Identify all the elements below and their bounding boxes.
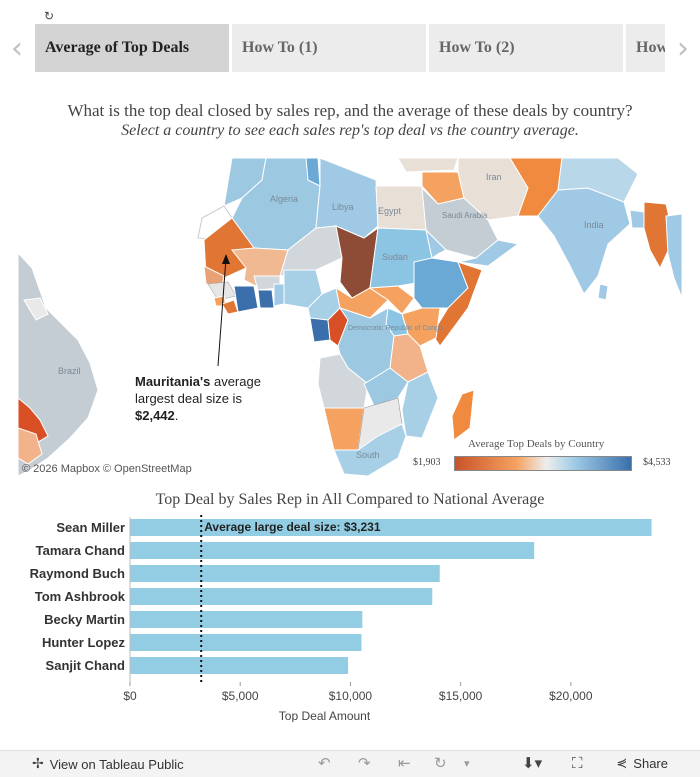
share-button[interactable]: ⋞ Share	[616, 756, 668, 771]
story-navigation: ‹ Average of Top Deals How To (1) How To…	[0, 24, 700, 72]
country-namibia[interactable]	[323, 407, 365, 451]
annotation-text-1: average	[213, 374, 261, 389]
bar-hunter-lopez[interactable]	[130, 634, 362, 651]
view-on-tableau-public-link[interactable]: ✢ View on Tableau Public	[32, 756, 184, 772]
bar-sean-miller[interactable]	[130, 519, 652, 536]
bar-becky-martin[interactable]	[130, 611, 363, 628]
x-tick-label: $20,000	[549, 689, 593, 703]
bar-tamara-chand[interactable]	[130, 542, 535, 559]
annotation-text-2: largest deal size is	[135, 391, 242, 406]
label-saudi-arabia: Saudi Arabia	[442, 211, 488, 220]
redo-icon[interactable]: ↷	[358, 754, 371, 772]
bar-chart-svg: Sean Miller Tamara Chand Raymond Buch Tom A…	[30, 515, 652, 722]
country-india[interactable]	[537, 187, 631, 295]
map-svg[interactable]: Algeria Libya Egypt Iran Saudi Arabia In…	[18, 158, 682, 478]
country-guyana[interactable]	[23, 297, 49, 321]
download-icon[interactable]: ⬇▾	[522, 754, 543, 772]
x-tick-label: $5,000	[222, 689, 259, 703]
country-bangladesh[interactable]	[629, 209, 645, 229]
x-axis-title: Top Deal Amount	[279, 709, 371, 722]
legend-title: Average Top Deals by Country	[468, 438, 605, 450]
rep-label: Raymond Buch	[30, 566, 125, 581]
chevron-right-icon[interactable]: ›	[677, 30, 689, 66]
chart-title: Top Deal by Sales Rep in All Compared to…	[155, 491, 545, 508]
label-drc: Democratic Republic of Congo	[348, 325, 443, 332]
annotation-arrowhead	[222, 254, 230, 264]
country-sri-lanka[interactable]	[597, 283, 609, 301]
country-angola[interactable]	[317, 353, 369, 409]
country-togo-benin[interactable]	[273, 283, 285, 307]
legend-max: $4,533	[643, 457, 671, 468]
bar-sanjit-chand[interactable]	[130, 657, 349, 674]
label-libya: Libya	[332, 202, 354, 212]
label-egypt: Egypt	[378, 206, 402, 216]
dashboard-subtitle: Select a country to see each sales rep's…	[121, 122, 579, 139]
rep-label: Tom Ashbrook	[35, 589, 126, 604]
rep-label: Tamara Chand	[36, 543, 125, 558]
story-tab-average-of-top-deals[interactable]: Average of Top Deals	[35, 24, 229, 72]
refresh-icon[interactable]: ↻	[434, 754, 447, 772]
x-tick-label: $15,000	[439, 689, 483, 703]
annotation-end: .	[174, 408, 179, 423]
legend-color-ramp[interactable]	[454, 456, 632, 471]
rep-label: Becky Martin	[44, 612, 125, 627]
story-tabs: Average of Top Deals How To (1) How To (…	[35, 24, 665, 72]
label-algeria: Algeria	[270, 194, 298, 204]
share-icon: ⋞	[616, 756, 628, 771]
country-south-africa[interactable]	[333, 423, 407, 477]
country-somalia[interactable]	[431, 261, 483, 347]
label-brazil: Brazil	[58, 366, 81, 376]
map-attribution[interactable]: © 2026 Mapbox © OpenStreetMap	[22, 463, 192, 475]
chevron-left-icon[interactable]: ‹	[11, 30, 23, 66]
country-ghana[interactable]	[257, 289, 275, 309]
country-zambia[interactable]	[363, 367, 409, 407]
country-turkey[interactable]	[397, 158, 459, 173]
story-tab-how-to-1[interactable]: How To (1)	[232, 24, 426, 72]
country-ivory-coast[interactable]	[233, 285, 259, 313]
fullscreen-icon[interactable]: ⛶	[572, 754, 583, 772]
legend-min: $1,903	[413, 457, 441, 468]
annotation-leader-line	[217, 257, 227, 367]
story-tab-how-to-2[interactable]: How To (2)	[429, 24, 623, 72]
rep-label: Hunter Lopez	[42, 635, 126, 650]
average-reference-label: Average large deal size: $3,231	[204, 520, 381, 534]
annotation-country: Mauritania's	[135, 374, 211, 389]
country-malawi-mozambique[interactable]	[401, 371, 439, 439]
bar-chart: Sean Miller Tamara Chand Raymond Buch Tom A…	[0, 512, 700, 722]
tableau-logo-icon: ✢	[32, 756, 44, 772]
bar-tom-ashbrook[interactable]	[130, 588, 433, 605]
country-madagascar[interactable]	[451, 389, 475, 441]
label-sudan: Sudan	[382, 252, 408, 262]
country-map[interactable]: Algeria Libya Egypt Iran Saudi Arabia In…	[18, 158, 682, 478]
revert-icon[interactable]: ⇤	[398, 754, 411, 772]
share-label: Share	[633, 756, 668, 771]
label-south-africa: South	[356, 450, 380, 460]
view-on-tableau-label: View on Tableau Public	[49, 756, 184, 772]
bar-raymond-buch[interactable]	[130, 565, 440, 582]
country-libya[interactable]	[315, 158, 379, 239]
rep-label: Sanjit Chand	[46, 658, 126, 673]
country-gabon[interactable]	[309, 317, 331, 343]
label-india: India	[584, 220, 604, 230]
story-tab-how-to-3[interactable]: How To (3)	[626, 24, 665, 72]
pause-icon[interactable]: ▾	[464, 757, 470, 770]
x-tick-label: $0	[123, 689, 137, 703]
label-iran: Iran	[486, 172, 502, 182]
mauritania-annotation: Mauritania's average largest deal size i…	[135, 373, 305, 424]
undo-icon[interactable]: ↶	[318, 754, 331, 772]
country-nepal-china[interactable]	[557, 158, 639, 203]
country-yemen-oman[interactable]	[457, 239, 520, 267]
rep-label: Sean Miller	[56, 520, 125, 535]
country-south-sudan[interactable]	[368, 285, 415, 315]
dashboard-title: What is the top deal closed by sales rep…	[67, 101, 633, 120]
x-tick-label: $10,000	[329, 689, 373, 703]
refresh-icon: ↻	[44, 9, 55, 23]
annotation-value: $2,442	[135, 408, 175, 423]
country-thailand[interactable]	[665, 213, 682, 299]
bottom-toolbar: ✢ View on Tableau Public ↶ ↷ ⇤ ↻ ▾ ⬇▾ ⛶ …	[0, 750, 700, 777]
country-bolivia[interactable]	[18, 427, 43, 465]
